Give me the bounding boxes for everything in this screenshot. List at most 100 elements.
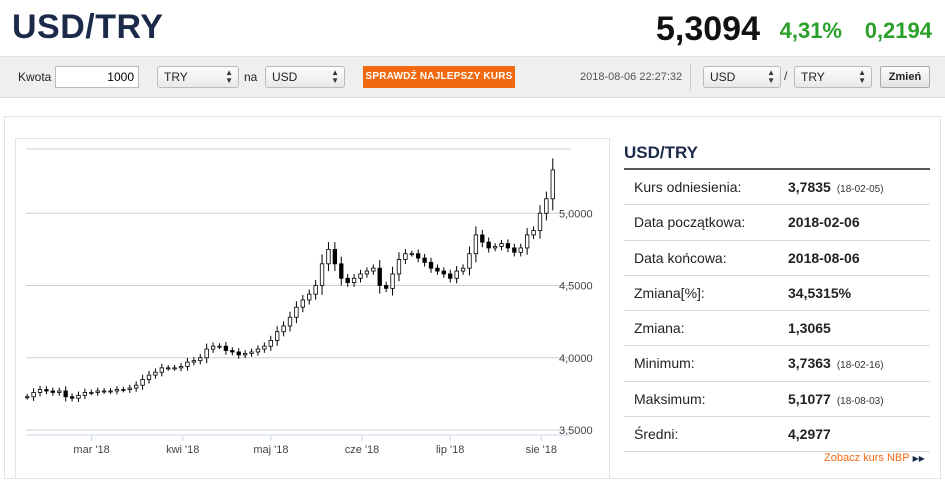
candle [268, 340, 273, 347]
amount-input[interactable] [55, 66, 139, 88]
candle [364, 270, 370, 275]
candle [390, 273, 395, 289]
candle [108, 390, 113, 393]
info-row-label: Maksimum: [634, 390, 706, 407]
info-row-date: (18-02-16) [836, 360, 884, 372]
candle [377, 267, 382, 286]
candle [57, 390, 62, 393]
price-chart[interactable]: 3,5000 4,0000 4,5000 5,0000 mar '18 kwi '18 ma… [16, 139, 611, 480]
candle [172, 367, 177, 370]
candle [300, 299, 305, 308]
updown-arrows-icon: ▲ ▼ [331, 68, 339, 85]
candle [223, 345, 229, 351]
candle [191, 360, 197, 363]
info-row-value-text: 4,2977 [788, 426, 831, 443]
pair-quote-select[interactable]: TRY ▲ ▼ [794, 66, 872, 88]
candle [63, 390, 68, 398]
header: USD/TRY 5,3094 4,31% 0,2194 [0, 0, 945, 56]
candle [454, 270, 459, 279]
info-title: USD/TRY [624, 143, 698, 162]
candle [281, 325, 286, 333]
pair-quote-value: TRY [801, 70, 825, 84]
candle [217, 345, 222, 348]
candle [69, 396, 75, 399]
candle [82, 392, 88, 396]
pair-base-value: USD [710, 70, 736, 84]
from-currency-select[interactable]: TRY ▲ ▼ [157, 66, 239, 88]
candle [210, 345, 216, 350]
x-tick-label: sie '18 [526, 444, 557, 456]
candle [50, 390, 56, 393]
candle [416, 253, 421, 259]
candle [313, 285, 318, 295]
nbp-link-text: Zobacz kurs NBP [824, 452, 910, 464]
toolbar-divider [690, 64, 691, 90]
candle [159, 367, 164, 373]
candle [358, 273, 363, 279]
candle [409, 253, 414, 256]
info-row-label: Minimum: [634, 355, 695, 372]
candle [441, 270, 446, 275]
info-row-label: Data końcowa: [634, 249, 727, 266]
x-tick-label: cze '18 [345, 444, 380, 456]
info-row: Średni: 4,2977 [624, 417, 930, 453]
x-tick-label: lip '18 [436, 444, 464, 456]
info-row-value: 3,7363 (18-02-16) [788, 355, 884, 371]
candle [140, 379, 145, 386]
candle [492, 246, 498, 249]
pair-separator: / [784, 69, 788, 83]
candle [185, 361, 190, 367]
amount-label: Kwota [18, 70, 52, 84]
candle [480, 234, 485, 243]
candle [422, 257, 427, 263]
candle [101, 390, 107, 393]
info-row-label: Zmiana[%]: [634, 284, 705, 301]
candle [178, 366, 184, 369]
candle [460, 267, 466, 272]
candle [95, 390, 100, 393]
candle [467, 253, 472, 269]
info-row-value-text: 34,5315% [788, 284, 852, 301]
updown-arrows-icon: ▲ ▼ [858, 68, 866, 85]
candle [204, 348, 209, 359]
on-label: na [244, 70, 258, 84]
candle [351, 277, 357, 284]
to-currency-select[interactable]: USD ▲ ▼ [265, 66, 345, 88]
candle [396, 259, 402, 275]
info-row-label: Kurs odniesienia: [634, 179, 742, 195]
timestamp: 2018-08-06 22:27:32 [580, 71, 683, 83]
info-row-value-text: 3,7363 [788, 355, 831, 372]
info-row-value: 1,3065 [788, 320, 831, 336]
info-row-value: 5,1077 (18-08-03) [788, 391, 884, 407]
candle [345, 277, 350, 284]
updown-arrows-icon: ▲ ▼ [225, 68, 233, 85]
info-row-label: Średni: [634, 426, 679, 443]
candle [76, 394, 81, 399]
candle [153, 371, 158, 376]
candle [326, 248, 331, 265]
candle [134, 384, 139, 389]
change-pair-button[interactable]: Zmień [880, 66, 930, 88]
candle [294, 306, 299, 318]
best-rate-button[interactable]: SPRAWDŹ NAJLEPSZY KURS [363, 66, 515, 88]
candle [512, 247, 517, 253]
info-row-value: 3,7835 (18-02-05) [788, 179, 884, 195]
info-row: Zmiana: 1,3065 [624, 311, 930, 347]
candle [31, 392, 36, 398]
candle [550, 169, 555, 200]
candle [249, 351, 254, 354]
candle [127, 387, 132, 390]
candle [486, 241, 491, 249]
candle [473, 234, 479, 255]
y-tick-label: 5,0000 [559, 208, 593, 220]
chart-container: 3,5000 4,0000 4,5000 5,0000 mar '18 kwi '18 ma… [15, 138, 610, 479]
candle [524, 234, 530, 249]
pair-base-select[interactable]: USD ▲ ▼ [703, 66, 781, 88]
candle [403, 253, 408, 260]
candle [371, 267, 376, 272]
info-row: Zmiana[%]: 34,5315% [624, 276, 930, 312]
info-row-value-text: 2018-02-06 [788, 214, 860, 231]
nbp-rate-link[interactable]: Zobacz kurs NBP ▶▶ [824, 452, 925, 464]
info-row-value-text: 5,1077 [788, 390, 831, 407]
info-row: Maksimum: 5,1077 (18-08-03) [624, 382, 930, 418]
